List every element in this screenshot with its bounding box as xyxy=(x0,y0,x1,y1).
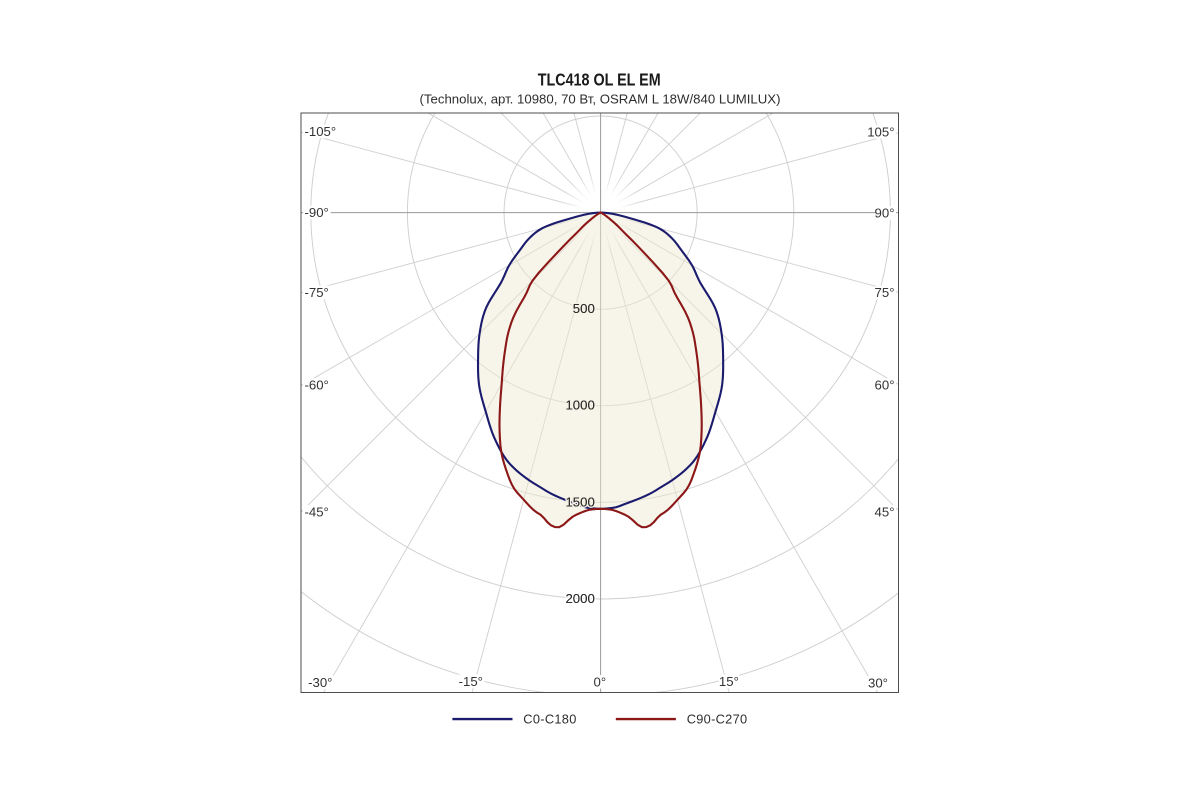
svg-text:(Technolux, арт. 10980, 70 Вт,: (Technolux, арт. 10980, 70 Вт, OSRAM L 1… xyxy=(420,91,781,106)
svg-text:-75°: -75° xyxy=(305,285,329,300)
svg-text:-60°: -60° xyxy=(305,378,329,393)
svg-text:-90°: -90° xyxy=(305,205,329,220)
svg-text:75°: 75° xyxy=(875,285,895,300)
svg-text:45°: 45° xyxy=(875,505,895,520)
svg-text:1500: 1500 xyxy=(565,494,594,509)
svg-text:15°: 15° xyxy=(719,674,739,689)
svg-text:C0-C180: C0-C180 xyxy=(523,711,576,726)
svg-text:500: 500 xyxy=(573,301,595,316)
svg-text:-15°: -15° xyxy=(459,674,483,689)
svg-text:1500: 1500 xyxy=(565,494,594,509)
svg-text:1000: 1000 xyxy=(565,398,594,413)
svg-text:-30°: -30° xyxy=(308,675,332,690)
svg-text:2000: 2000 xyxy=(565,591,594,606)
svg-text:2000: 2000 xyxy=(565,591,594,606)
svg-text:-45°: -45° xyxy=(305,505,329,520)
svg-text:60°: 60° xyxy=(875,378,895,393)
svg-text:30°: 30° xyxy=(868,676,888,691)
svg-text:1000: 1000 xyxy=(565,398,594,413)
svg-text:C90-C270: C90-C270 xyxy=(687,711,748,726)
svg-text:105°: 105° xyxy=(867,125,894,140)
svg-text:-105°: -105° xyxy=(305,124,337,139)
svg-text:0°: 0° xyxy=(593,675,606,690)
svg-text:TLC418 OL EL EM: TLC418 OL EL EM xyxy=(538,70,661,90)
svg-text:90°: 90° xyxy=(875,206,895,221)
svg-text:500: 500 xyxy=(573,301,595,316)
